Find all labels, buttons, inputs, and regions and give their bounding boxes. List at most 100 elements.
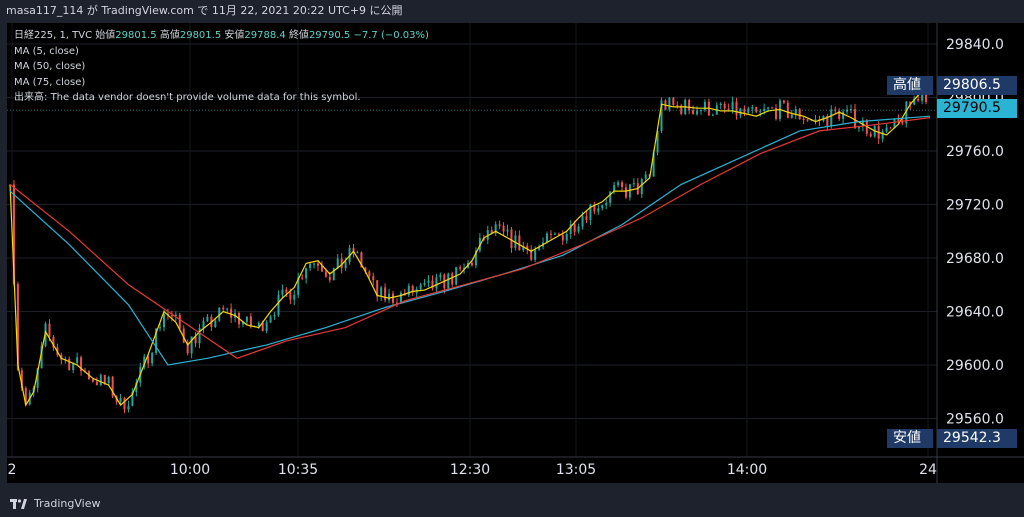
brand-logo[interactable]: TradingView [10, 497, 100, 510]
candle-body [593, 204, 596, 212]
candle-body [143, 356, 146, 368]
candle-body [344, 261, 347, 269]
candle-body [498, 224, 501, 226]
candle-body [688, 99, 691, 111]
candle-body [293, 294, 296, 300]
candle-body [451, 273, 454, 285]
last-price-tag: 29790.5 [937, 99, 1017, 118]
candle-body [305, 268, 308, 279]
legend-volume-row[interactable]: 出来高: The data vendor doesn't provide vol… [14, 90, 429, 106]
candle-body [577, 226, 580, 232]
grid-lines [7, 23, 937, 457]
candle-body [147, 356, 150, 364]
candle-body [435, 277, 438, 289]
candle-body [613, 185, 616, 192]
candle-body [838, 110, 841, 119]
candle-body [881, 131, 884, 139]
legend-ohlc-row: 日経225, 1, TVC 始値29801.5 高値29801.5 安値2978… [14, 28, 429, 44]
candle-body [198, 328, 201, 344]
candle-body [159, 327, 162, 329]
legend-low: 29788.4 [244, 30, 286, 41]
candle-body [427, 280, 430, 284]
candle-body [522, 245, 525, 251]
publish-header: masa117_114 が TradingView.com で 11月 22, … [0, 0, 1024, 22]
candle-body [731, 101, 734, 110]
candle-body [356, 252, 359, 254]
candle-body [459, 267, 462, 269]
candle-body [767, 107, 770, 109]
candle-body [182, 328, 185, 343]
candle-body [901, 121, 904, 124]
candle-body [407, 285, 410, 296]
candle-body [624, 187, 627, 198]
candle-body [680, 105, 683, 115]
candle-body [857, 126, 860, 129]
candle-body [696, 110, 699, 115]
candle-body [360, 252, 363, 268]
candle-body [640, 179, 643, 195]
candle-body [277, 294, 280, 315]
candle-body [80, 357, 83, 372]
candle-body [174, 314, 177, 317]
candle-body [589, 204, 592, 220]
legend-ma5[interactable]: MA (5, close) [14, 45, 79, 57]
candle-body [194, 336, 197, 344]
candle-body [261, 322, 264, 332]
candle-body [775, 107, 778, 119]
candle-body [474, 250, 477, 266]
legend-ma75[interactable]: MA (75, close) [14, 76, 86, 88]
candle-body [581, 216, 584, 227]
low-label-tag: 安値 [887, 429, 933, 448]
legend-volume-note: The data vendor doesn't provide volume d… [50, 92, 361, 103]
candle-body [798, 109, 801, 119]
candle-body [632, 183, 635, 185]
candle-body [352, 247, 355, 253]
candle-body [565, 233, 568, 241]
candle-body [470, 263, 473, 266]
candle-body [806, 119, 809, 121]
candle-body [170, 315, 173, 317]
legend-close-label: 終値 [288, 30, 309, 41]
candle-body [573, 224, 576, 232]
candle-body [230, 308, 233, 318]
candle-body [652, 152, 655, 177]
candle-body [399, 292, 402, 304]
candle-body [921, 92, 924, 101]
candle-body [617, 182, 620, 186]
candle-body [186, 342, 189, 354]
candle-body [628, 184, 631, 198]
candle-body [376, 280, 379, 297]
candle-body [561, 234, 564, 241]
candle-body [285, 289, 288, 293]
x-tick-label: 10:35 [278, 462, 318, 478]
candle-body [534, 249, 537, 260]
candle-body [332, 268, 335, 281]
candle-body [202, 321, 205, 329]
candle-body [384, 287, 387, 301]
candle-body [127, 405, 130, 410]
candle-body [530, 249, 533, 260]
candle-body [423, 283, 426, 285]
candle-body [36, 368, 39, 388]
candle-body [20, 370, 23, 389]
candle-body [119, 398, 122, 402]
candle-body [324, 271, 327, 277]
candle-body [771, 107, 774, 109]
candle-body [431, 280, 434, 289]
candle-body [703, 101, 706, 111]
candle-body [739, 108, 742, 116]
plot-area[interactable] [7, 23, 937, 483]
candle-body [486, 230, 489, 240]
candle-body [72, 363, 75, 370]
candle-body [249, 316, 252, 327]
y-tick-label: 29560.0 [946, 412, 1004, 428]
candle-body [368, 271, 371, 277]
y-tick-label: 29680.0 [946, 251, 1004, 267]
candle-body [889, 127, 892, 129]
candle-body [909, 101, 912, 105]
candle-body [348, 247, 351, 262]
candle-body [24, 388, 27, 405]
legend-ma50[interactable]: MA (50, close) [14, 61, 86, 72]
candle-body [273, 314, 276, 317]
candle-body [320, 265, 323, 272]
